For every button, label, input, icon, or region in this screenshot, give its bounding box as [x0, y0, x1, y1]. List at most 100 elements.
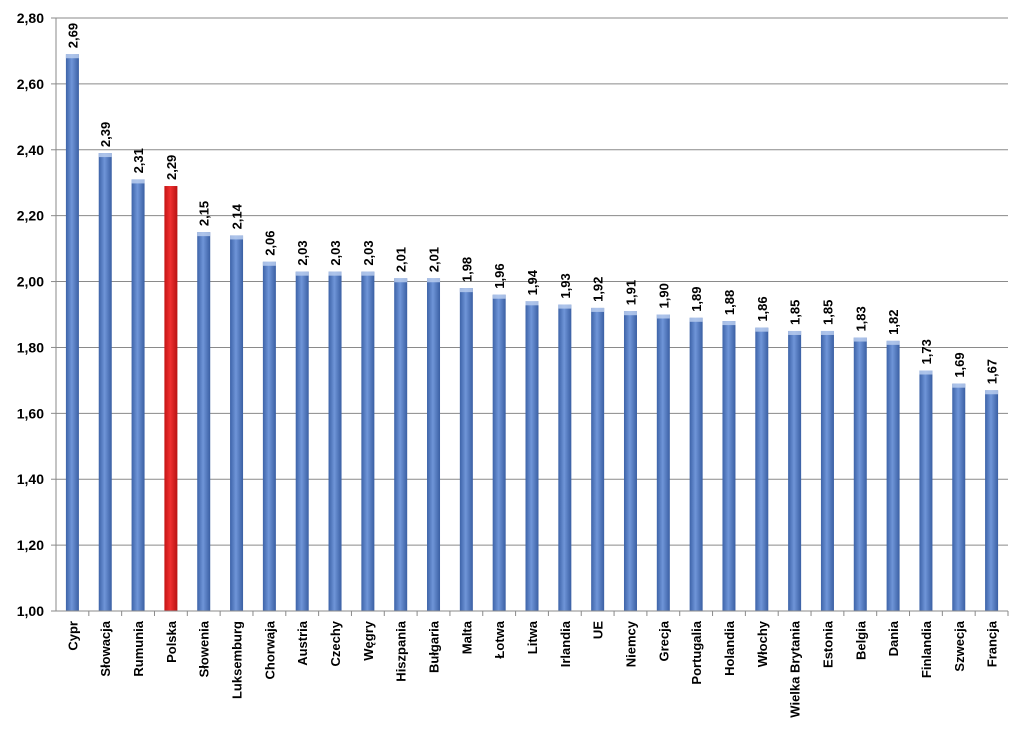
y-tick-label: 2,80 [17, 10, 44, 26]
data-label: 2,06 [262, 230, 277, 255]
x-tick-label: Polska [164, 620, 179, 663]
bar-cap [558, 304, 572, 309]
bar-cypr [65, 54, 79, 611]
y-tick-label: 2,20 [17, 208, 44, 224]
bar-ue [591, 307, 605, 611]
x-tick-label: Łotwa [492, 620, 507, 658]
bar-austria [295, 271, 309, 611]
x-tick-label: Niemcy [623, 620, 638, 667]
x-tick-label: Malta [459, 620, 474, 654]
bar-cap [656, 314, 670, 319]
x-tick-label: Irlandia [558, 620, 573, 667]
bar-cap [394, 278, 408, 283]
bar-cap [459, 288, 473, 293]
bar-portugalia [689, 317, 703, 611]
bars [65, 54, 999, 612]
data-label: 2,01 [394, 247, 409, 272]
bar-cap [919, 370, 933, 375]
data-label: 1,94 [525, 269, 540, 295]
bar-finlandia [919, 370, 933, 611]
bar-cap [262, 261, 276, 266]
y-tick-label: 1,40 [17, 471, 44, 487]
bar-szwecja [952, 383, 966, 611]
bar-irlandia [558, 304, 572, 611]
x-tick-label: Węgry [361, 620, 376, 661]
bar-słowacja [98, 153, 112, 612]
x-tick-label: Szwecja [952, 620, 967, 671]
data-label: 2,31 [131, 148, 146, 173]
x-tick-label: Austria [295, 620, 310, 666]
bar-czechy [328, 271, 342, 611]
x-tick-label: Bułgaria [427, 620, 442, 673]
y-tick-label: 1,20 [17, 537, 44, 553]
bar-rumunia [131, 179, 145, 611]
data-label: 2,15 [197, 201, 212, 226]
y-tick-label: 1,80 [17, 339, 44, 355]
data-label: 1,96 [492, 263, 507, 288]
axes [55, 18, 1009, 616]
bar-cap [755, 327, 769, 332]
bar-wielka-brytania [788, 330, 802, 611]
data-label: 1,85 [788, 300, 803, 325]
data-label: 1,67 [985, 359, 1000, 384]
bar-cap [952, 383, 966, 388]
bar-cap [623, 311, 637, 316]
x-tick-label: Holandia [722, 620, 737, 676]
data-label: 1,93 [558, 273, 573, 298]
x-tick-label: Cypr [65, 621, 80, 651]
data-label: 2,03 [328, 240, 343, 265]
x-tick-label: Wielka Brytania [788, 620, 803, 717]
x-tick-label: Rumunia [131, 620, 146, 676]
bar-chorwaja [262, 261, 276, 611]
data-label: 2,39 [98, 122, 113, 147]
data-label: 1,86 [755, 296, 770, 321]
bar-cap [788, 330, 802, 335]
bar-cap [722, 321, 736, 326]
data-label: 2,14 [230, 203, 245, 229]
bar-cap [131, 179, 145, 184]
x-tick-label: Słowacja [98, 620, 113, 676]
bar-cap [525, 301, 539, 306]
bar-belgia [853, 337, 867, 611]
data-label: 1,83 [853, 306, 868, 331]
bar-niemcy [623, 311, 637, 611]
data-label: 2,03 [361, 240, 376, 265]
data-labels: 2,69 2,39 2,31 2,29 2,15 2,14 2,06 2,03 2,03 2,03… [65, 23, 999, 384]
bar-włochy [755, 327, 769, 611]
x-tick-label: Hiszpania [394, 620, 409, 681]
x-tick-label: UE [591, 621, 606, 639]
x-tick-label: Estonia [820, 620, 835, 668]
x-tick-label: Słowenia [197, 620, 212, 677]
bar-węgry [361, 271, 375, 611]
bar-cap [853, 337, 867, 342]
bar-cap [820, 330, 834, 335]
bar-francja [985, 390, 999, 611]
x-tick-label: Litwa [525, 620, 540, 654]
y-tick-label: 2,40 [17, 142, 44, 158]
y-tick-label: 1,60 [17, 405, 44, 421]
bar-cap [492, 294, 506, 299]
bar-bułgaria [427, 278, 441, 611]
data-label: 1,73 [919, 339, 934, 364]
y-tick-label: 2,60 [17, 76, 44, 92]
bar-cap [985, 390, 999, 395]
bar-cap [886, 340, 900, 345]
data-label: 1,91 [623, 280, 638, 305]
data-label: 1,92 [591, 277, 606, 302]
bar-litwa [525, 301, 539, 611]
data-label: 1,89 [689, 286, 704, 311]
x-tick-label: Portugalia [689, 620, 704, 684]
bar-luksemburg [230, 235, 244, 611]
data-label: 1,69 [952, 352, 967, 377]
bar-cap [197, 232, 211, 237]
x-tick-label: Francja [985, 620, 1000, 667]
bar-słowenia [197, 232, 211, 611]
bar-łotwa [492, 294, 506, 611]
data-label: 1,98 [459, 257, 474, 282]
x-tick-label: Grecja [656, 620, 671, 661]
data-label: 1,88 [722, 290, 737, 315]
x-tick-label: Belgia [853, 620, 868, 660]
bar-cap [328, 271, 342, 276]
